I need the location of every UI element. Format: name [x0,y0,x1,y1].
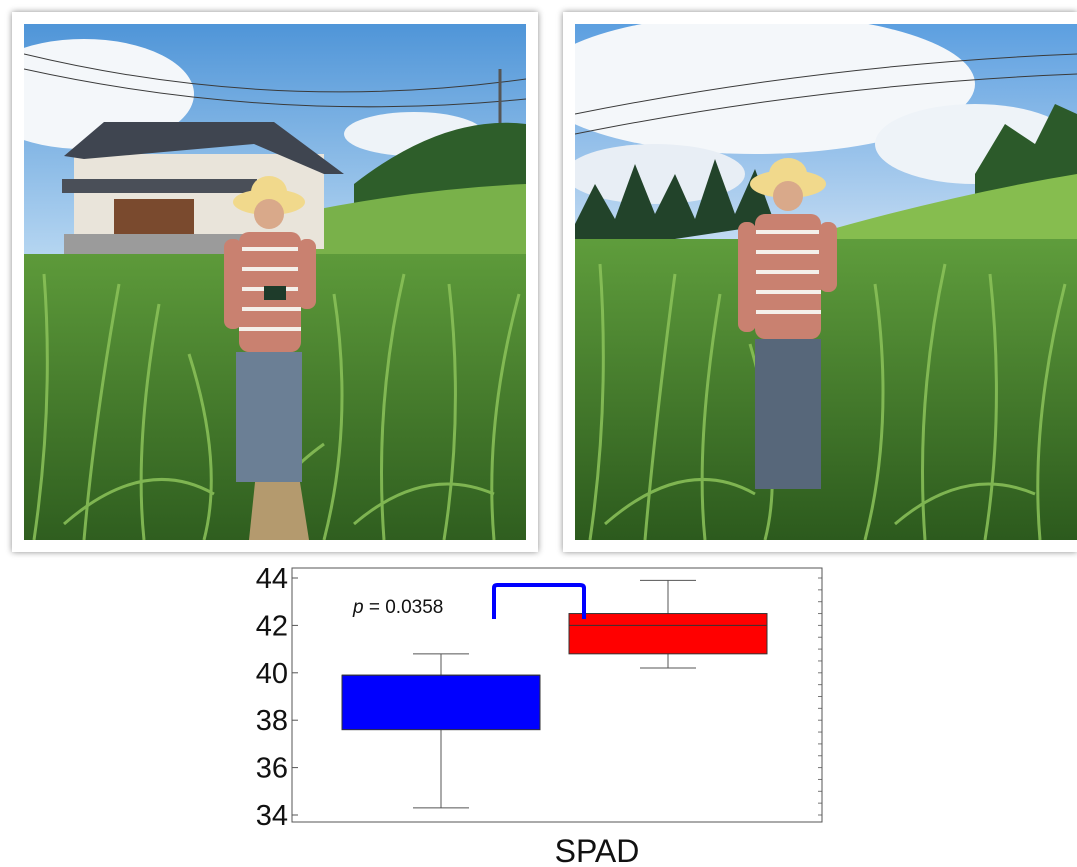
p-value-text: p = 0.0358 [352,597,443,618]
x-axis-label: SPAD [555,833,640,867]
boxes [341,579,768,809]
y-axis-ticks: 34 36 38 40 42 44 [256,563,298,832]
p-symbol: p [352,597,364,618]
y-tick-label: 38 [256,705,288,737]
photo-right-image [575,24,1077,540]
photo-right [563,12,1077,552]
box-red [568,579,768,669]
photo-left-image [24,24,526,540]
box-blue [341,653,541,809]
spad-box-plot: 34 36 38 40 42 44 p = 0.0358 SPAD [220,560,840,867]
y-tick-label: 40 [256,658,288,690]
y-tick-label: 34 [256,800,288,832]
y-tick-label: 36 [256,753,288,785]
y-tick-label: 44 [256,563,288,595]
plot-frame [291,567,823,823]
p-value-annotation: p = 0.0358 [352,583,586,619]
y-tick-label: 42 [256,610,288,642]
box-body [341,674,541,731]
right-minor-ticks [818,577,822,816]
chart-svg: 34 36 38 40 42 44 p = 0.0358 SPAD [256,563,823,867]
photo-left [12,12,538,552]
significance-bracket [492,583,586,619]
p-value: = 0.0358 [364,597,444,618]
box-body [568,613,768,655]
